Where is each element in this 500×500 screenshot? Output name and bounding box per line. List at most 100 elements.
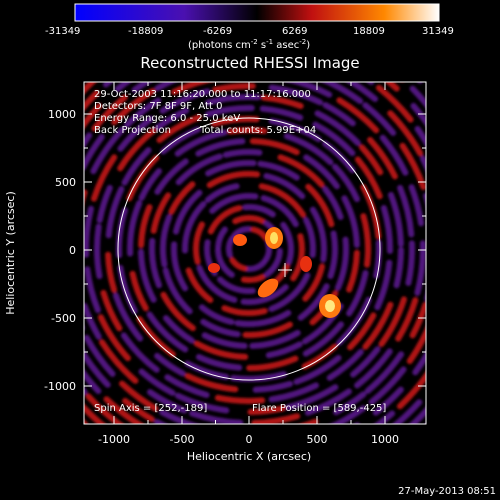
fringe-arc bbox=[226, 235, 235, 258]
fringe-arc bbox=[265, 341, 303, 359]
fringe-arc bbox=[362, 102, 397, 136]
fringe-arc bbox=[222, 443, 259, 445]
fringe-arc bbox=[117, 115, 154, 152]
fringe-arc bbox=[373, 410, 396, 424]
fringe-arc bbox=[174, 392, 230, 414]
fringe-arc bbox=[463, 207, 467, 256]
fringe-arc bbox=[367, 136, 398, 180]
fringe-arc bbox=[103, 396, 145, 424]
fringe-arc bbox=[408, 184, 425, 227]
x-axis-label: Heliocentric X (arcsec) bbox=[187, 450, 311, 463]
fringe-arc bbox=[20, 247, 23, 283]
fringe-arc bbox=[168, 181, 196, 215]
solar-limb-circle bbox=[117, 117, 381, 381]
fringe-arc bbox=[212, 82, 256, 93]
fringe-arc bbox=[283, 133, 334, 166]
fringe-arc bbox=[131, 82, 153, 93]
colorbar-tick: 6269 bbox=[282, 26, 307, 37]
fringe-arc bbox=[473, 136, 486, 166]
fringe-arc bbox=[171, 82, 213, 95]
fringe-arc bbox=[206, 170, 261, 189]
fringe-arc bbox=[384, 82, 400, 92]
fringe-arc bbox=[217, 276, 256, 294]
fringe-arc bbox=[31, 250, 35, 290]
hot-spot-core bbox=[325, 300, 335, 312]
fringe-arc bbox=[150, 480, 197, 495]
fringe-arc bbox=[214, 394, 266, 404]
fringe-arc bbox=[156, 114, 202, 144]
fringe-arc bbox=[153, 39, 190, 53]
fringe-arc bbox=[260, 94, 304, 109]
fringe-arc bbox=[207, 205, 243, 235]
fringe-arc bbox=[322, 185, 344, 220]
y-tick-label: 0 bbox=[69, 244, 76, 257]
fringe-arc bbox=[432, 94, 459, 133]
fringe-arc bbox=[277, 465, 325, 476]
fringe-arc bbox=[434, 355, 452, 384]
fringe-arc bbox=[100, 289, 123, 332]
fringe-arc bbox=[397, 184, 415, 238]
fringe-arc bbox=[258, 183, 307, 218]
fringe-arc bbox=[138, 248, 157, 303]
fringe-arc bbox=[155, 107, 190, 131]
fringe-arc bbox=[115, 207, 128, 259]
date-stamp: 27-May-2013 08:51 bbox=[398, 486, 496, 497]
fringe-arc bbox=[84, 90, 100, 112]
fringe-arc bbox=[152, 469, 181, 480]
y-axis-label: Heliocentric Y (arcsec) bbox=[4, 191, 17, 315]
fringe-arc bbox=[227, 127, 268, 135]
fringe-arc bbox=[322, 140, 356, 174]
fringe-arc bbox=[120, 332, 160, 373]
fringe-arc bbox=[24, 289, 38, 337]
fringe-arc bbox=[316, 469, 345, 480]
fringe-arc bbox=[443, 89, 471, 131]
fringe-arc bbox=[245, 0, 291, 1]
fringe-arc bbox=[174, 129, 228, 157]
fringe-arc bbox=[90, 126, 126, 175]
fringe-arc bbox=[336, 97, 380, 134]
x-tick-label: -1000 bbox=[98, 433, 130, 446]
fringe-arc bbox=[84, 349, 111, 388]
fringe-arc bbox=[146, 311, 189, 353]
fringe-arc bbox=[242, 485, 292, 489]
fringe-arc bbox=[205, 94, 261, 106]
x-tick-label: 0 bbox=[246, 433, 253, 446]
fringe-arc bbox=[455, 301, 472, 350]
fringe-arc bbox=[185, 267, 214, 303]
fringe-arc bbox=[189, 410, 244, 424]
hot-spot bbox=[233, 234, 247, 246]
fringe-arc bbox=[97, 314, 131, 362]
fringe-arc bbox=[350, 346, 381, 378]
fringe-arc bbox=[84, 302, 102, 340]
fringe-arc bbox=[305, 183, 335, 228]
fringe-arc bbox=[215, 226, 228, 251]
fringe-arc bbox=[230, 371, 287, 382]
fringe-arc bbox=[333, 391, 367, 416]
fringe-arc bbox=[84, 403, 107, 424]
fringe-arc bbox=[53, 238, 57, 287]
fringe-arc bbox=[312, 121, 356, 157]
fringe-arc bbox=[205, 160, 257, 177]
fringe-arc bbox=[195, 354, 243, 371]
fringe-arc bbox=[42, 200, 48, 236]
fringe-arc bbox=[347, 312, 377, 351]
colorbar-tick: -18809 bbox=[128, 26, 163, 37]
fringe-arc bbox=[159, 409, 200, 424]
fringe-arc bbox=[222, 149, 263, 158]
fringe-arc bbox=[94, 223, 103, 280]
fringe-arc bbox=[244, 259, 267, 272]
fringe-arc bbox=[114, 82, 132, 92]
fringe-arc bbox=[268, 118, 322, 143]
spin-axis-label: Spin Axis = [252,-189] bbox=[94, 403, 207, 414]
fringe-arc bbox=[102, 82, 114, 88]
fringe-arc bbox=[263, 247, 283, 278]
fringe-arc bbox=[21, 101, 47, 144]
fringe-arc bbox=[436, 290, 452, 338]
fringe-arc bbox=[32, 187, 41, 234]
fringe-arc bbox=[285, 384, 339, 411]
fringe-arc bbox=[249, 329, 301, 349]
fringe-arc bbox=[105, 186, 125, 239]
fringe-arc bbox=[379, 134, 409, 176]
fringe-arc bbox=[334, 236, 349, 291]
fringe-arc bbox=[438, 356, 464, 397]
